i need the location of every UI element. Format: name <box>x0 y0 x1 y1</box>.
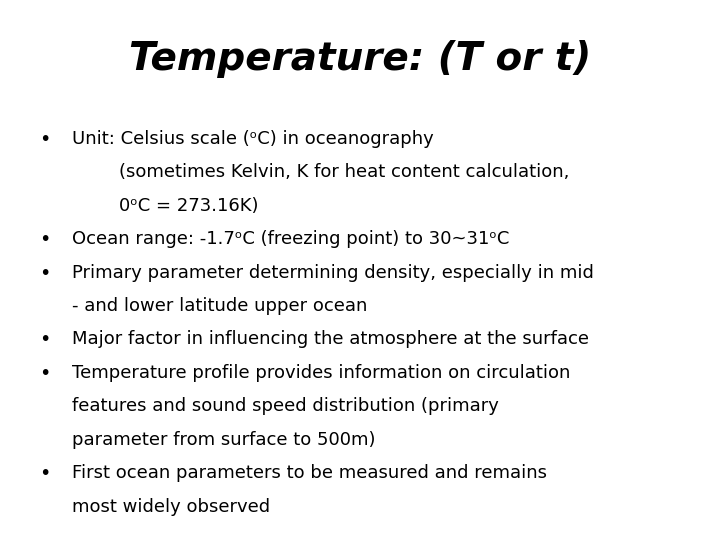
Text: (sometimes Kelvin, K for heat content calculation,: (sometimes Kelvin, K for heat content ca… <box>119 163 570 181</box>
Text: Temperature profile provides information on circulation: Temperature profile provides information… <box>72 364 570 382</box>
Text: most widely observed: most widely observed <box>72 498 270 516</box>
Text: features and sound speed distribution (primary: features and sound speed distribution (p… <box>72 397 499 415</box>
Text: 0ᵒC = 273.16K): 0ᵒC = 273.16K) <box>119 197 258 214</box>
Text: Unit: Celsius scale (ᵒC) in oceanography: Unit: Celsius scale (ᵒC) in oceanography <box>72 130 433 147</box>
Text: - and lower latitude upper ocean: - and lower latitude upper ocean <box>72 297 367 315</box>
Text: •: • <box>40 264 51 282</box>
Text: •: • <box>40 230 51 249</box>
Text: parameter from surface to 500m): parameter from surface to 500m) <box>72 431 376 449</box>
Text: •: • <box>40 364 51 383</box>
Text: Major factor in influencing the atmosphere at the surface: Major factor in influencing the atmosphe… <box>72 330 589 348</box>
Text: Ocean range: -1.7ᵒC (freezing point) to 30~31ᵒC: Ocean range: -1.7ᵒC (freezing point) to … <box>72 230 509 248</box>
Text: •: • <box>40 464 51 483</box>
Text: •: • <box>40 130 51 148</box>
Text: Temperature: (T or t): Temperature: (T or t) <box>129 40 591 78</box>
Text: First ocean parameters to be measured and remains: First ocean parameters to be measured an… <box>72 464 547 482</box>
Text: •: • <box>40 330 51 349</box>
Text: Primary parameter determining density, especially in mid: Primary parameter determining density, e… <box>72 264 594 281</box>
